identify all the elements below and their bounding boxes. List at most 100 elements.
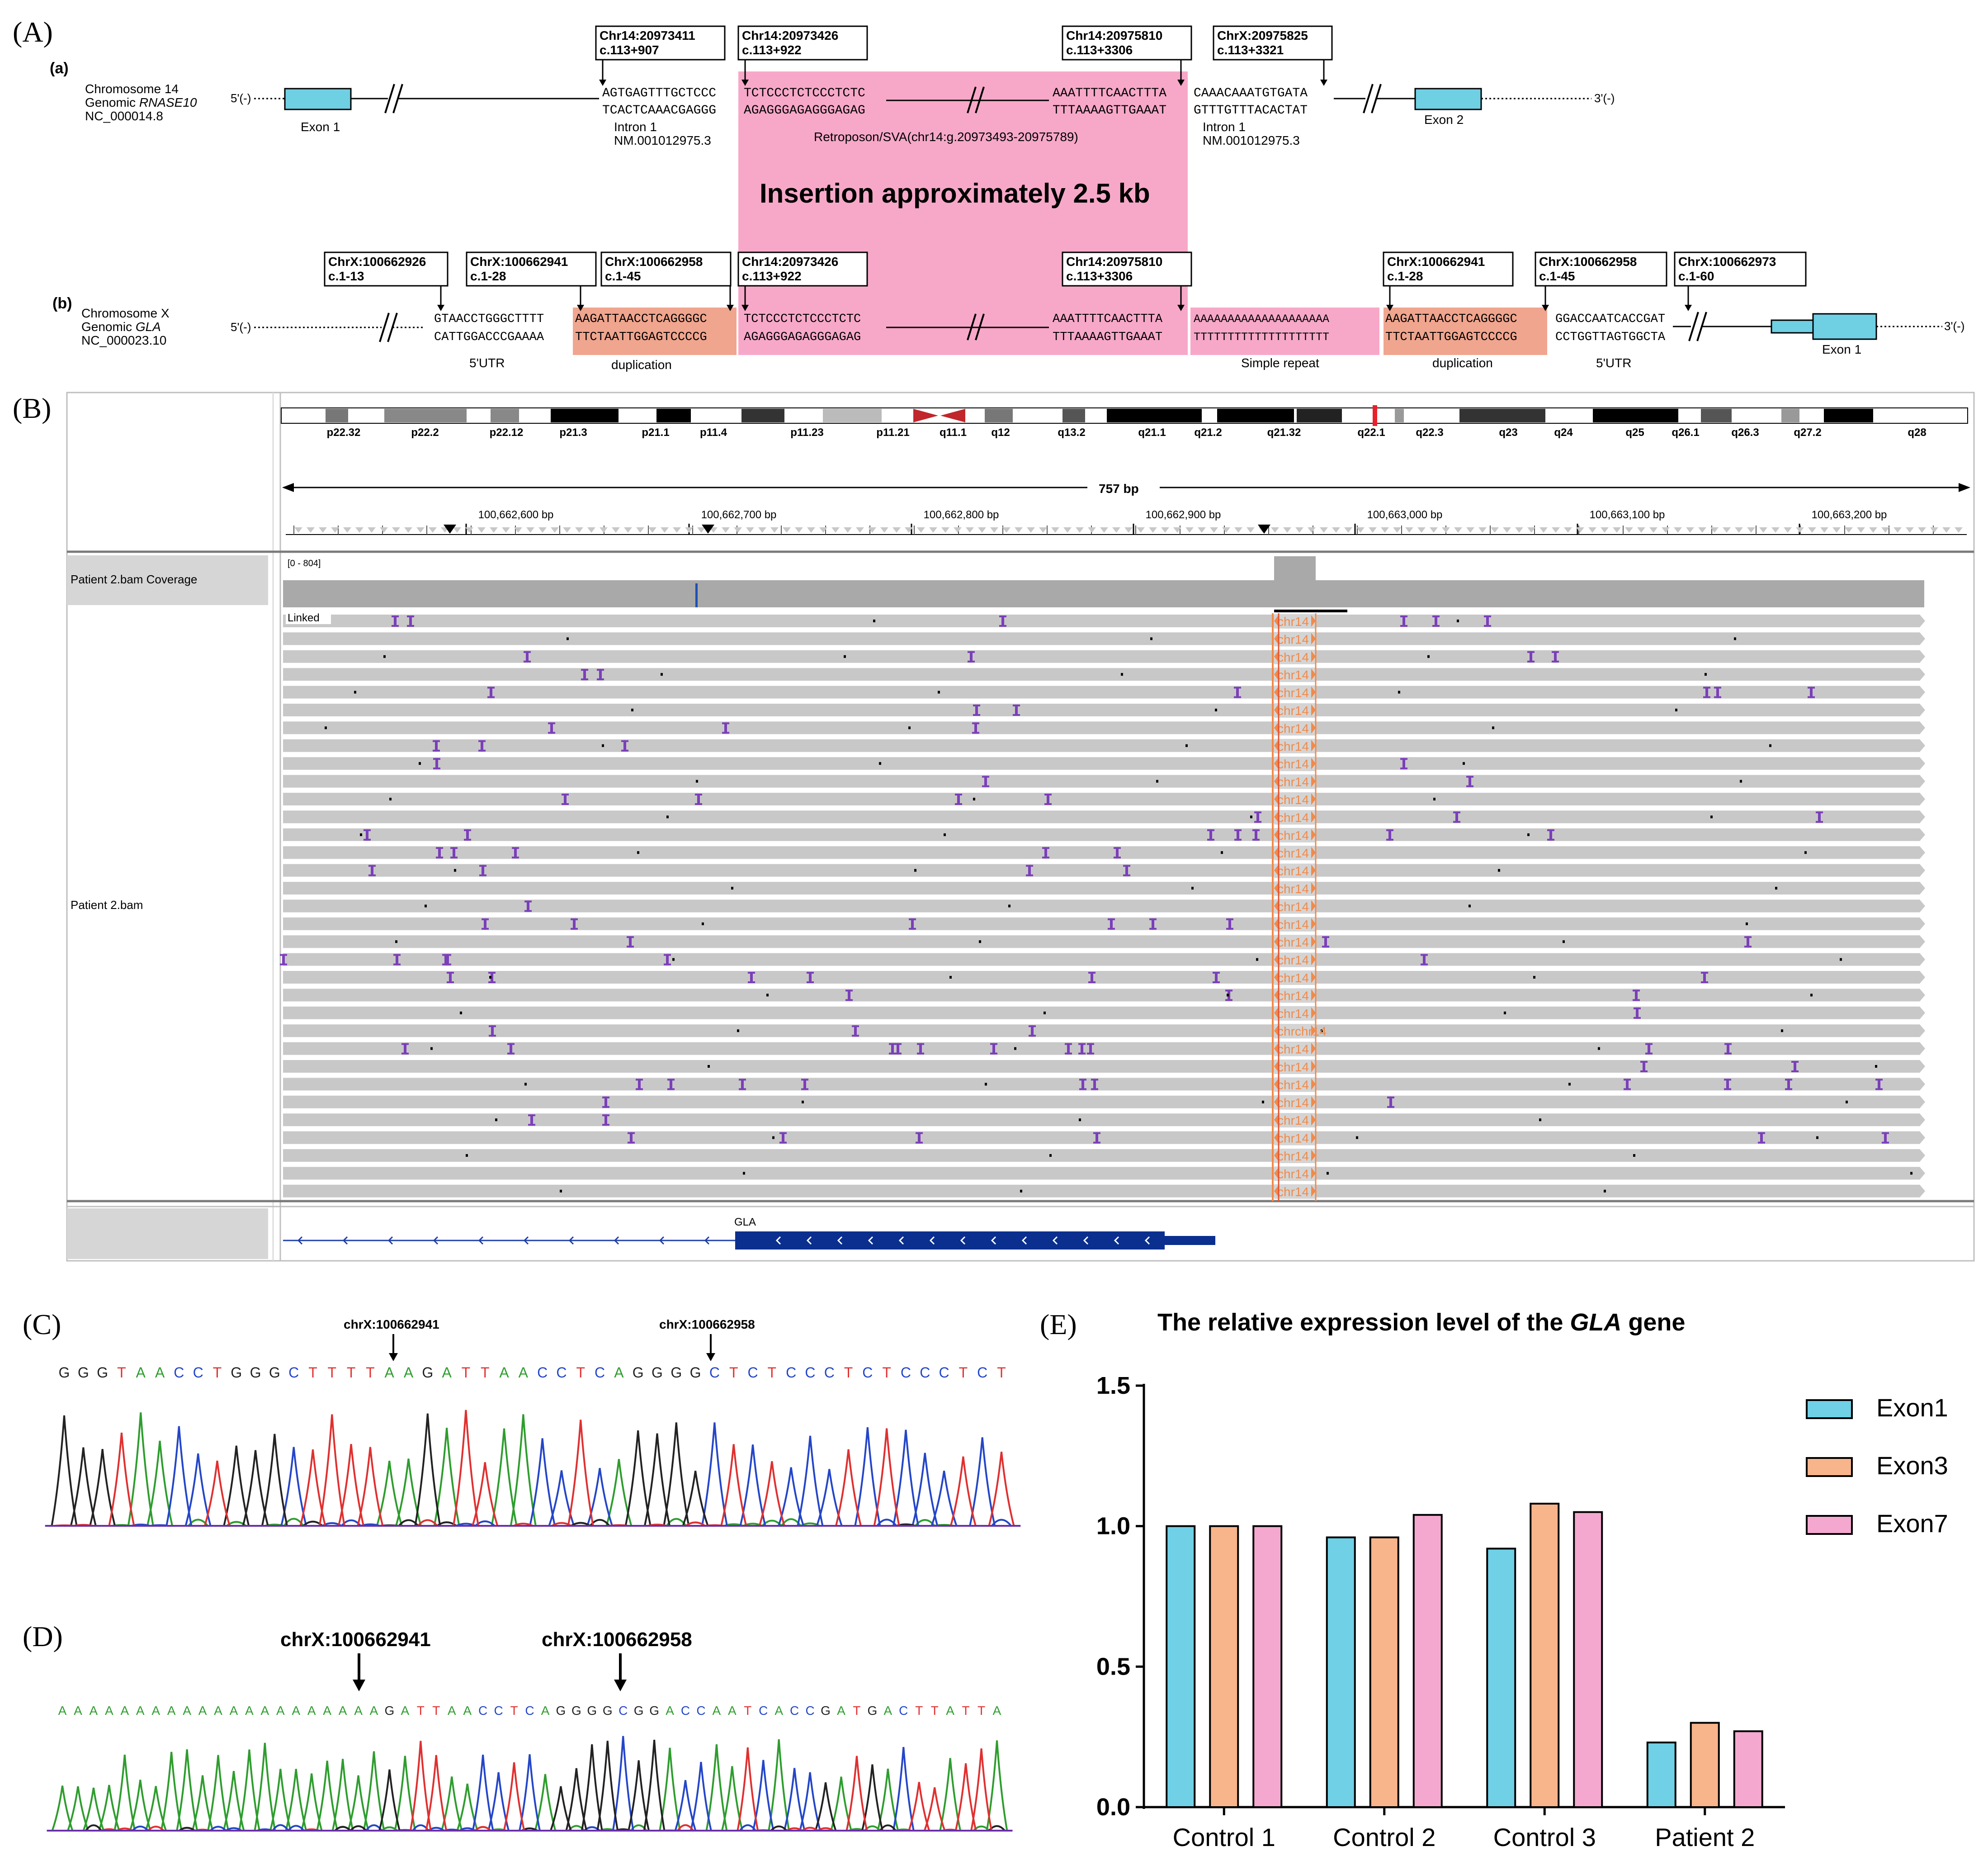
- c-base-letter: G: [97, 1364, 108, 1381]
- soft-clip-marker: chr14: [1274, 952, 1316, 967]
- alignment-reads[interactable]: chr14 chr14 chr14 chr14 chr14 chr14 chr14 chr14…: [280, 610, 1925, 1201]
- genomic-rnase10-label: Genomic RNASE10: [85, 95, 197, 109]
- read-row[interactable]: chr14: [283, 899, 1925, 914]
- ruler-tick-label: 100,662,700 bp: [701, 509, 777, 521]
- d-base-letter: A: [541, 1704, 550, 1718]
- soft-clip-label: chr14: [1277, 1096, 1309, 1110]
- read-row[interactable]: chr14: [283, 614, 1925, 629]
- five-prime-end-a: 5'(-): [231, 91, 251, 105]
- callout-b-2-coord: ChrX:100662941: [470, 255, 568, 269]
- chromosome-ideogram[interactable]: [281, 405, 1968, 426]
- x-tick-label: Control 1: [1173, 1823, 1275, 1851]
- d-base-letter: C: [696, 1704, 705, 1718]
- coverage-track-header[interactable]: [67, 555, 268, 605]
- d-base-letter: C: [790, 1704, 799, 1718]
- soft-clip-label: chr14: [1277, 757, 1309, 771]
- read-row[interactable]: chr14: [283, 828, 1925, 843]
- retroposon-label: Retroposon/SVA(chr14:g.20973493-20975789…: [814, 130, 1078, 144]
- band-q23: q23: [1499, 426, 1517, 439]
- read-row[interactable]: chr14: [283, 685, 1925, 700]
- soft-clip-label: chr14: [1277, 668, 1309, 682]
- read-row[interactable]: chr14: [283, 703, 1925, 718]
- c-base-letter: C: [862, 1364, 873, 1381]
- c-marker-1-label: chrX:100662941: [344, 1317, 439, 1331]
- band-q13.2: q13.2: [1058, 426, 1085, 439]
- read-row[interactable]: chr14: [283, 1166, 1925, 1181]
- soft-clip-marker: chr14: [1274, 1041, 1316, 1056]
- break-mark: [384, 84, 403, 114]
- genomic-gla-label: Genomic GLA: [81, 320, 161, 334]
- callout-b-4-coord: Chr14:20973426: [742, 255, 838, 269]
- c-base-letter: C: [595, 1364, 605, 1381]
- read-row[interactable]: chr14: [283, 667, 1925, 682]
- band-q22.1: q22.1: [1357, 426, 1385, 439]
- d-base-letter: G: [868, 1704, 878, 1718]
- legend-label-exon7: Exon7: [1876, 1509, 1948, 1538]
- seq-a4-bot: GTTTGTTTACACTAT: [1194, 104, 1308, 118]
- read-row[interactable]: chr14: [283, 1095, 1925, 1110]
- gene-track-header[interactable]: [67, 1208, 268, 1259]
- read-row[interactable]: chr14: [283, 1077, 1925, 1092]
- read-row[interactable]: chr14: [283, 1131, 1925, 1146]
- d-trace: [47, 1736, 1013, 1832]
- read-row[interactable]: chr14: [283, 721, 1925, 736]
- coordinate-ruler: 100,662,600 bp 100,662,700 bp 100,662,800 …: [286, 509, 1967, 535]
- read-row[interactable]: chr14: [283, 1006, 1925, 1021]
- read-row[interactable]: chr14: [283, 1149, 1925, 1163]
- read-row[interactable]: chr14: [283, 988, 1925, 1003]
- callout-b-8-hgvs: c.1-60: [1678, 269, 1714, 283]
- soft-clip-marker: chr14: [1274, 899, 1316, 914]
- read-row[interactable]: chr14: [283, 1184, 1925, 1199]
- band-q11.1: q11.1: [940, 426, 967, 439]
- c-base-letter: G: [78, 1364, 89, 1381]
- read-row[interactable]: chr14: [283, 738, 1925, 753]
- read-row[interactable]: chr14: [283, 792, 1925, 807]
- read-row[interactable]: chr14: [283, 632, 1925, 647]
- callout-b-8-coord: ChrX:100662973: [1678, 255, 1776, 269]
- y-tick-label: 0.0: [1096, 1794, 1130, 1821]
- read-row[interactable]: chr14: [283, 649, 1925, 664]
- read-row[interactable]: chr14: [283, 846, 1925, 861]
- band-q12: q12: [991, 426, 1010, 439]
- d-base-letter: T: [510, 1704, 518, 1718]
- band-q24: q24: [1554, 426, 1573, 439]
- soft-clip-marker: chr14: [1274, 1060, 1316, 1074]
- band-p11.4: p11.4: [700, 426, 727, 439]
- read-row[interactable]: chr14: [280, 952, 1925, 967]
- c-base-letter: C: [901, 1364, 911, 1381]
- read-row[interactable]: chr14: [283, 1041, 1925, 1056]
- band-p21.1: p21.1: [642, 426, 669, 439]
- d-base-letter: G: [649, 1704, 659, 1718]
- read-row[interactable]: chr14: [283, 757, 1925, 772]
- read-row[interactable]: chr14: [283, 863, 1925, 878]
- c-base-letter: T: [768, 1364, 777, 1381]
- soft-clip-label: chr14: [1277, 935, 1309, 949]
- c-base-letter: G: [633, 1364, 644, 1381]
- band-p21.3: p21.3: [559, 426, 587, 439]
- soft-clip-label: chr14: [1277, 721, 1309, 735]
- d-base-letter: C: [478, 1704, 487, 1718]
- read-row[interactable]: chr14: [283, 810, 1925, 825]
- seq-b2-bot: TTCTAATTGGAGTCCCCG: [575, 331, 707, 344]
- c-base-letter: T: [366, 1364, 375, 1381]
- read-row[interactable]: chr14: [283, 935, 1925, 950]
- read-row[interactable]: chr14: [283, 970, 1925, 985]
- ruler-tick-label: 100,663,100 bp: [1590, 509, 1665, 521]
- callout-a-3-coord: Chr14:20975810: [1066, 28, 1162, 43]
- soft-clip-label: chr14: [1277, 1113, 1309, 1127]
- callout-b-7-hgvs: c.1-45: [1539, 269, 1575, 283]
- read-row[interactable]: chr14: [283, 1060, 1925, 1074]
- read-row[interactable]: chr14: [283, 774, 1925, 789]
- read-row[interactable]: chrchr14: [283, 1024, 1925, 1039]
- d-base-letter: A: [307, 1704, 316, 1718]
- d-base-letter: A: [90, 1704, 98, 1718]
- c-base-letter: C: [805, 1364, 815, 1381]
- read-row[interactable]: chr14: [283, 1113, 1925, 1128]
- bar-exon7-patient-2: [1733, 1730, 1763, 1808]
- gla-gene-track[interactable]: [283, 1231, 1215, 1250]
- read-row[interactable]: chr14: [283, 917, 1925, 932]
- read-row[interactable]: chr14: [283, 881, 1925, 896]
- soft-clip-marker: chr14: [1274, 757, 1316, 772]
